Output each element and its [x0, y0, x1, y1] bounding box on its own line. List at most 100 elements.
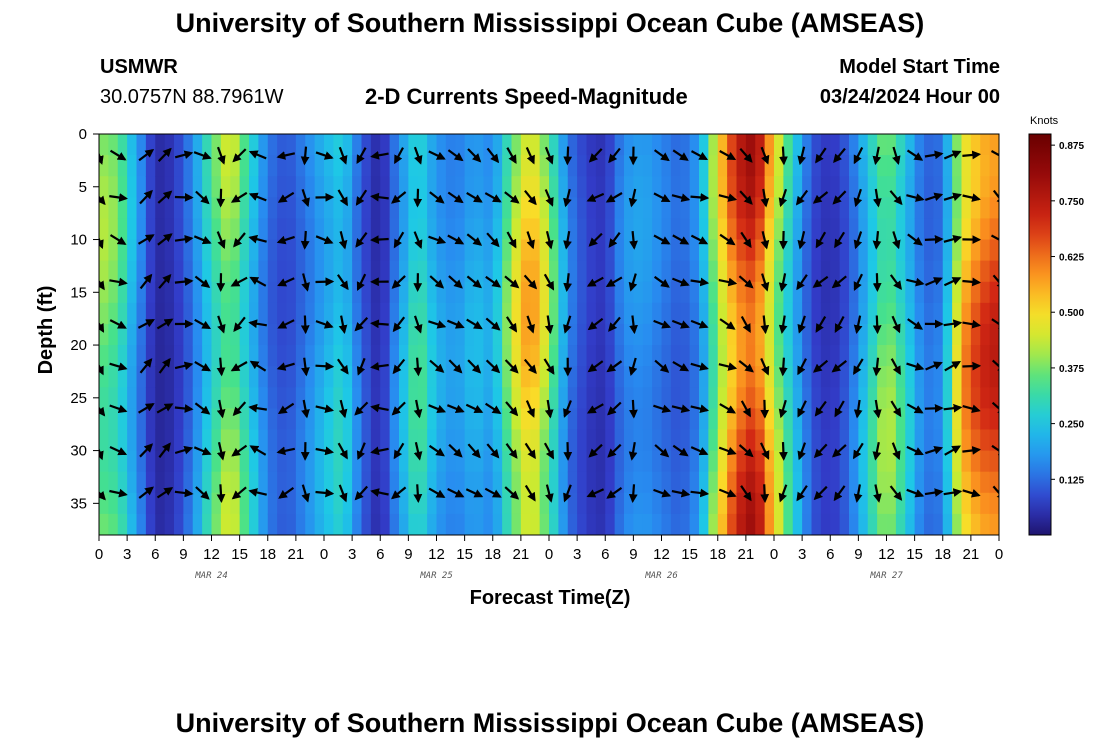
heatmap-cell [652, 239, 663, 262]
heatmap-cell [774, 197, 784, 220]
heatmap-cell [877, 387, 888, 409]
heatmap-cell [764, 345, 775, 367]
current-vector [587, 317, 604, 331]
current-vector [760, 357, 770, 376]
heatmap-cell [670, 345, 681, 367]
heatmap-cell [764, 260, 775, 283]
x-tick-label: 0 [95, 546, 103, 563]
heatmap-cell [239, 429, 250, 452]
heatmap-cell [530, 176, 541, 198]
heatmap-cell [699, 134, 709, 156]
heatmap-cell [211, 345, 222, 367]
heatmap-cell [783, 450, 794, 473]
heatmap-cell [924, 197, 934, 220]
current-vector [216, 399, 226, 419]
heatmap-cell [652, 218, 663, 241]
heatmap-cell [455, 366, 466, 388]
heatmap-cell [642, 260, 653, 283]
heatmap-cell [783, 408, 794, 431]
heatmap-cell [436, 197, 447, 220]
current-vector [740, 485, 752, 502]
heatmap-cell [539, 176, 550, 198]
heatmap-cell [455, 218, 466, 241]
heatmap-cell [342, 302, 353, 325]
heatmap-cell [136, 366, 147, 388]
current-vector [356, 147, 367, 165]
heatmap-cell [858, 197, 869, 220]
current-vector [446, 404, 465, 413]
heatmap-cell [239, 197, 250, 220]
heatmap-cell [558, 260, 569, 283]
heatmap-cell [614, 302, 625, 325]
heatmap-cell [502, 450, 513, 473]
heatmap-cell [483, 471, 494, 494]
heatmap-cell [145, 218, 156, 241]
heatmap-cell [586, 492, 597, 515]
current-vector [523, 358, 537, 375]
heatmap-cell [942, 155, 953, 177]
heatmap-cell [567, 366, 578, 388]
heatmap-cell [436, 176, 447, 198]
heatmap-cell [924, 260, 934, 283]
heatmap-cell [783, 155, 794, 177]
heatmap-cell [549, 197, 559, 220]
heatmap-cell [614, 260, 625, 283]
heatmap-cell [727, 176, 738, 198]
heatmap-cell [595, 450, 606, 473]
heatmap-cell [830, 366, 841, 388]
current-vector [654, 359, 670, 373]
heatmap-cell [333, 176, 344, 198]
heatmap-cell [474, 513, 484, 535]
heatmap-cell [389, 176, 400, 198]
current-vector [277, 277, 295, 287]
heatmap-cell [924, 513, 934, 535]
heatmap-cell [699, 513, 709, 535]
heatmap-cell [614, 155, 625, 177]
heatmap-cell [249, 239, 259, 262]
current-vector [232, 148, 247, 163]
heatmap-cell [108, 218, 119, 241]
heatmap-cell [183, 429, 194, 452]
heatmap-cell [924, 408, 934, 431]
heatmap-cell [849, 302, 859, 325]
heatmap-cell [342, 239, 353, 262]
current-vector [467, 148, 482, 163]
heatmap-cell [914, 366, 925, 388]
heatmap-cell [492, 155, 503, 177]
heatmap-cell [145, 197, 156, 220]
heatmap-cell [558, 492, 569, 515]
heatmap-cell [239, 134, 250, 156]
current-vector [370, 192, 389, 202]
heatmap-cell [220, 155, 231, 177]
heatmap-cell [145, 408, 156, 431]
heatmap-cell [689, 239, 700, 262]
heatmap-cell [774, 155, 784, 177]
heatmap-cell [220, 345, 231, 367]
heatmap-cell [811, 239, 822, 262]
heatmap-cell [530, 408, 541, 431]
heatmap-cell [624, 429, 634, 452]
current-vector [156, 403, 174, 414]
heatmap-cell [736, 176, 747, 198]
heatmap-cell [108, 450, 119, 473]
heatmap-cell [905, 239, 916, 262]
heatmap-cell [464, 155, 475, 177]
heatmap-cell [324, 429, 334, 452]
heatmap-cell [755, 323, 766, 346]
heatmap-cell [802, 218, 813, 241]
heatmap-cell [230, 513, 241, 535]
heatmap-cell [352, 366, 363, 388]
heatmap-cell [577, 429, 588, 452]
current-vector [158, 273, 172, 289]
heatmap-cell [820, 408, 831, 431]
current-vector [467, 443, 481, 459]
heatmap-cell [680, 492, 691, 515]
heatmap-cell [305, 239, 316, 262]
heatmap-cell [680, 366, 691, 388]
heatmap-cell [267, 366, 278, 388]
heatmap-cell [989, 492, 999, 515]
heatmap-cell [989, 134, 999, 156]
heatmap-cell [455, 281, 466, 304]
heatmap-cell [249, 471, 259, 494]
heatmap-cell [211, 323, 222, 346]
